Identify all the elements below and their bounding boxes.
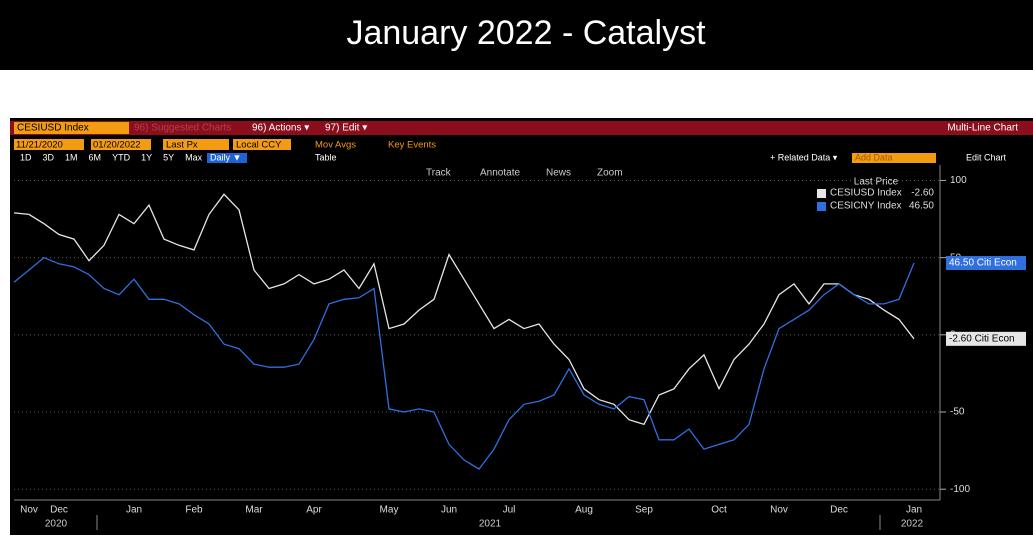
table-button[interactable]: Table (315, 152, 337, 162)
y-tick-label: -100 (950, 484, 970, 495)
legend-value: -2.60 (911, 188, 934, 199)
currency[interactable]: Local CCY (236, 140, 282, 151)
x-tick-label: Jan (906, 505, 922, 516)
ticker-field[interactable] (14, 122, 129, 134)
x-tick-label: Feb (185, 505, 203, 516)
x-tick-label: Jan (126, 505, 142, 516)
period-button[interactable]: 1M (65, 152, 78, 162)
period-button[interactable]: 6M (89, 152, 102, 162)
suggested[interactable]: 96) Suggested Charts (134, 123, 231, 134)
year-label: 2020 (45, 519, 68, 530)
edit-chart[interactable]: Edit Chart (966, 152, 1007, 162)
tool-button[interactable]: Annotate (480, 168, 520, 179)
price-tag: 46.50 Citi Econ (949, 258, 1017, 269)
price-tag-box (946, 256, 1026, 271)
x-tick-label: Jul (503, 505, 516, 516)
year-label: 2021 (479, 519, 502, 530)
x-tick-label: Aug (575, 505, 593, 516)
period-button[interactable]: Max (185, 152, 203, 162)
frequency[interactable]: Daily ▼ (210, 152, 241, 162)
legend-swatch (817, 202, 826, 211)
y-tick-label: 100 (950, 175, 967, 186)
x-tick-label: Jun (441, 505, 457, 516)
date-from-field[interactable] (14, 139, 84, 150)
period-button[interactable]: 1D (20, 152, 32, 162)
price-field-box[interactable] (163, 139, 229, 150)
y-tick-label: -50 (950, 407, 965, 418)
x-tick-label: Oct (711, 505, 727, 516)
legend-title: Last Price (854, 177, 899, 188)
period-button[interactable]: 5Y (163, 152, 174, 162)
tool-button[interactable]: Track (426, 168, 452, 179)
period-buttons: 1D 3D 1M 6M YTD 1Y 5Y Max (20, 152, 203, 162)
series-line (13, 256, 915, 470)
tool-button[interactable]: Zoom (597, 168, 623, 179)
x-tick-label: Sep (635, 505, 653, 516)
x-tick-label: Nov (770, 505, 788, 516)
price-tag-box (946, 331, 1026, 346)
price-field[interactable]: Last Px (166, 140, 198, 151)
period-button[interactable]: 1Y (141, 152, 152, 162)
year-label: 2022 (901, 519, 924, 530)
frequency-box[interactable] (207, 153, 247, 163)
x-tick-label: Nov (20, 505, 38, 516)
add-data[interactable]: Add Data (855, 152, 893, 162)
period-button[interactable]: 3D (43, 152, 55, 162)
date-from[interactable]: 11/21/2020 (16, 140, 63, 151)
period-button[interactable]: YTD (112, 152, 131, 162)
legend-label: CESICNY Index (830, 201, 902, 212)
price-tag: -2.60 Citi Econ (949, 333, 1015, 344)
x-tick-label: Dec (50, 505, 68, 516)
slide-title: January 2022 - Catalyst (346, 14, 706, 52)
x-tick-label: Mar (245, 505, 263, 516)
date-to-field[interactable] (91, 139, 151, 150)
currency-box[interactable] (233, 139, 291, 150)
title-band (0, 0, 1033, 70)
x-tick-label: Apr (306, 505, 322, 516)
toolbar-row (10, 121, 1033, 135)
legend-swatch (817, 189, 826, 198)
x-tick-label: May (380, 505, 399, 516)
mov-avgs[interactable]: Mov Avgs (315, 140, 356, 151)
tool-buttons: Track Annotate News Zoom (426, 168, 623, 179)
legend-label: CESIUSD Index (830, 188, 902, 199)
chart-kind: Multi-Line Chart (947, 123, 1018, 134)
actions[interactable]: 96) Actions ▾ (252, 123, 309, 134)
x-tick-label: Dec (830, 505, 848, 516)
tool-button[interactable]: News (546, 168, 571, 179)
legend-box (812, 176, 936, 215)
add-data-field[interactable] (852, 153, 936, 163)
key-events[interactable]: Key Events (388, 140, 436, 151)
edit[interactable]: 97) Edit ▾ (325, 123, 367, 134)
series-line (13, 193, 915, 426)
legend-value: 46.50 (909, 201, 934, 212)
date-to[interactable]: 01/20/2022 (93, 140, 141, 151)
ticker[interactable]: CESIUSD Index (17, 123, 89, 134)
related-data[interactable]: + Related Data ▾ (770, 152, 838, 162)
